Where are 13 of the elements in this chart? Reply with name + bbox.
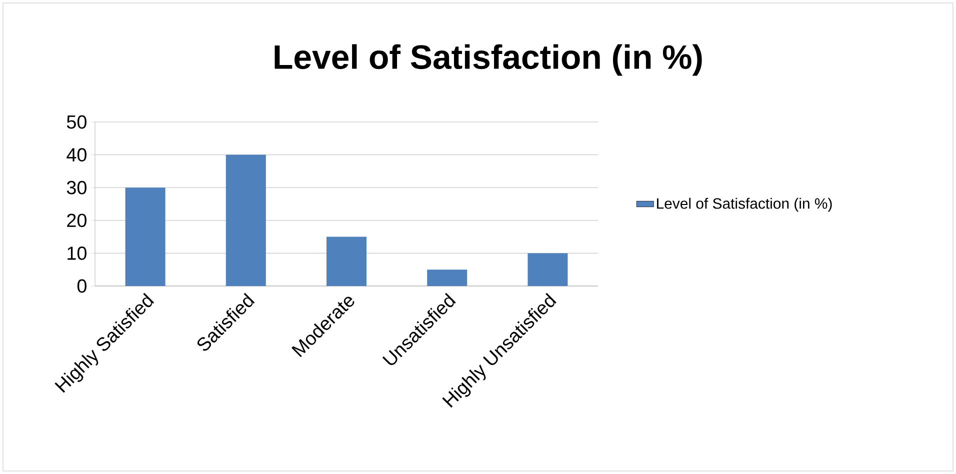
- chart-title: Level of Satisfaction (in %): [274, 44, 702, 76]
- y-tick-label: 50: [66, 115, 86, 129]
- y-tick-label: 30: [66, 180, 86, 194]
- y-tick-label: 20: [67, 214, 86, 228]
- bar: [125, 188, 166, 286]
- y-tick-label: 40: [66, 148, 86, 162]
- y-tick-label: 0: [77, 279, 86, 293]
- y-tick-label: 10: [68, 246, 86, 260]
- legend-label: Level of Satisfaction (in %): [657, 198, 832, 212]
- bar: [226, 154, 266, 286]
- bar: [326, 236, 367, 286]
- bar: [528, 253, 568, 286]
- bar: [427, 270, 468, 286]
